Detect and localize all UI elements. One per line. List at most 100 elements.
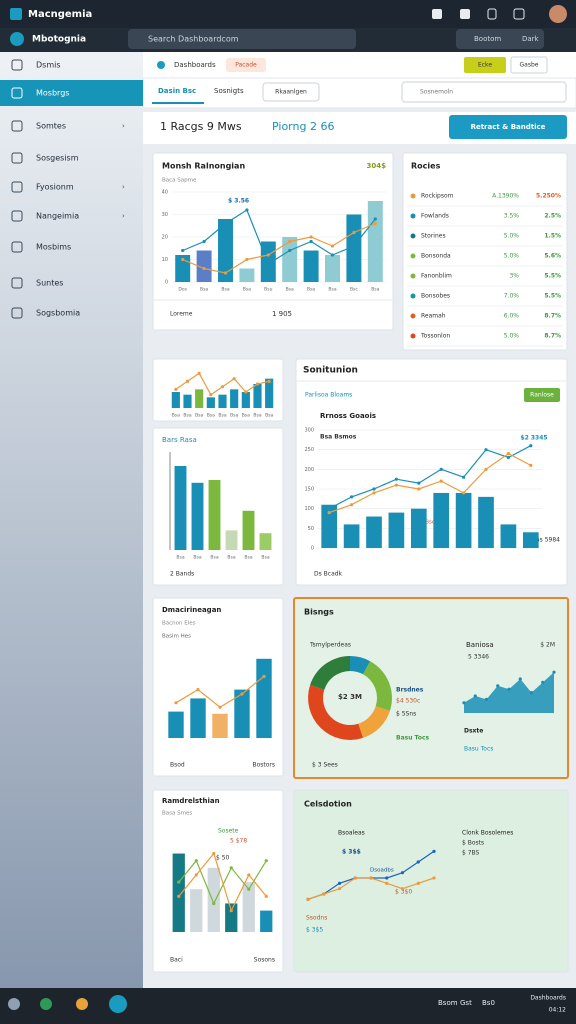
sidebar-icon — [11, 210, 23, 222]
sidebar-item: Sogsbomia — [36, 309, 80, 318]
label: $4 530c — [396, 698, 420, 705]
y-tick-label: 250 — [304, 447, 314, 453]
icon[interactable] — [487, 8, 497, 20]
point — [416, 860, 420, 864]
bar — [225, 903, 238, 932]
bar — [265, 378, 274, 408]
brand: Mbotognia — [32, 35, 86, 45]
point — [484, 467, 488, 471]
line — [182, 222, 376, 274]
row-dot — [410, 313, 416, 319]
bar — [321, 504, 338, 548]
filter-button[interactable] — [262, 82, 320, 102]
nav-button: Bootom — [474, 35, 501, 43]
point — [432, 876, 436, 880]
label: Ecke — [478, 62, 492, 69]
bar — [343, 524, 360, 548]
action-button[interactable] — [449, 115, 567, 139]
label: 5.0% — [504, 233, 520, 240]
label: Loreme — [170, 311, 193, 318]
button[interactable] — [510, 56, 548, 74]
point — [552, 670, 556, 674]
x-tick-label: Dos — [178, 287, 187, 293]
taskbar-icon[interactable] — [109, 995, 127, 1013]
point — [202, 239, 206, 244]
label: Reamah — [421, 313, 446, 320]
x-tick-label: Bsa — [200, 287, 208, 293]
y-tick-label: 10 — [162, 257, 168, 263]
label: Celsdotion — [304, 800, 352, 809]
label: Basu Tocs — [464, 746, 493, 753]
chevron: › — [122, 122, 125, 130]
point — [462, 491, 466, 495]
label: Dsoadbs — [370, 868, 394, 874]
bar — [242, 882, 255, 932]
point — [462, 475, 466, 479]
point — [394, 483, 398, 487]
point — [220, 385, 225, 389]
bar — [366, 516, 382, 548]
label: $ 50 — [216, 855, 230, 862]
button[interactable] — [464, 57, 506, 73]
point — [385, 876, 389, 880]
taskbar-icon[interactable] — [40, 998, 52, 1010]
avatar[interactable] — [549, 5, 567, 23]
label: 5.5% — [544, 293, 561, 300]
point — [267, 379, 271, 383]
line — [178, 852, 267, 913]
sidebar-item: Suntes — [36, 279, 63, 288]
point — [330, 244, 335, 248]
point — [416, 881, 420, 885]
label: $2 3M — [338, 693, 362, 701]
y-tick-label: 30 — [162, 212, 168, 218]
y-tick-label: 150 — [304, 487, 314, 493]
icon[interactable] — [432, 9, 442, 19]
point — [417, 481, 421, 485]
bar — [256, 658, 272, 738]
label: Storines — [421, 233, 446, 240]
label: Brsdnes — [396, 687, 424, 694]
point — [372, 491, 376, 495]
point — [229, 909, 233, 913]
chip[interactable] — [226, 58, 266, 72]
taskbar-icon[interactable] — [76, 998, 88, 1010]
icon[interactable] — [460, 9, 470, 19]
label: Basa Smes — [162, 811, 192, 817]
x-tick-label: Bsu — [264, 287, 272, 293]
label: 8.7% — [544, 313, 561, 320]
point — [288, 248, 292, 253]
y-tick-label: 50 — [308, 526, 314, 532]
bar — [208, 480, 221, 550]
point — [373, 221, 377, 226]
point — [350, 503, 354, 507]
taskbar — [0, 988, 576, 1024]
bar — [212, 713, 228, 738]
brand-icon — [10, 32, 24, 46]
tab-search[interactable] — [401, 81, 567, 103]
point — [439, 479, 443, 483]
bar — [303, 250, 319, 282]
label: 5.5% — [544, 273, 561, 280]
label: Bonsonda — [421, 253, 451, 260]
row-dot — [410, 273, 416, 279]
bar — [171, 392, 180, 408]
label: Ds Bcadk — [314, 571, 343, 578]
sidebar-icon — [11, 241, 23, 253]
point — [194, 859, 198, 863]
button[interactable] — [524, 388, 560, 402]
bar — [253, 384, 262, 408]
label: 3% — [509, 273, 519, 280]
nav-buttons[interactable] — [456, 29, 544, 49]
point — [439, 467, 443, 471]
icon[interactable] — [513, 8, 525, 20]
row-dot — [410, 293, 416, 299]
bar — [195, 389, 204, 408]
point — [177, 880, 181, 884]
search-box[interactable] — [128, 29, 356, 49]
point — [507, 687, 511, 691]
row-dot — [410, 333, 416, 339]
taskbar-icon[interactable] — [8, 998, 20, 1010]
point — [174, 701, 178, 705]
label: Basim Hes — [162, 634, 191, 640]
label: Ramdrelsthian — [162, 797, 220, 805]
